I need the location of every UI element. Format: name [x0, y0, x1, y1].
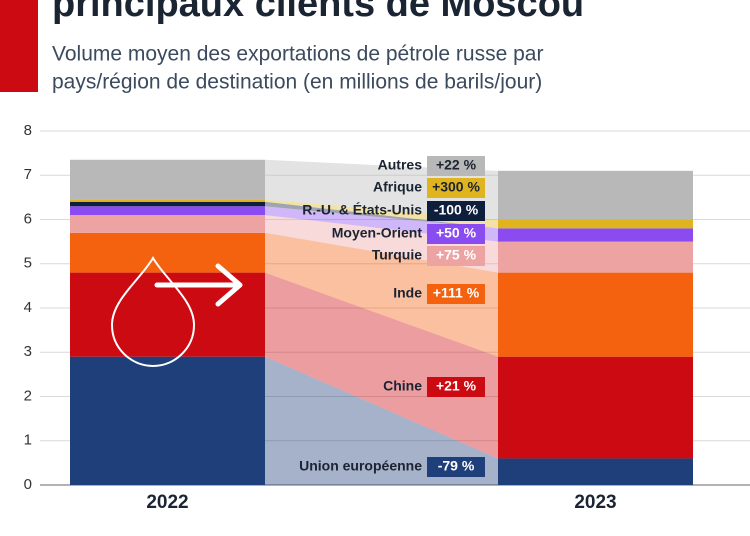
y-tick-label: 2: [24, 387, 32, 404]
flow-band: [265, 201, 498, 229]
bar-segment: [498, 219, 693, 229]
y-tick-label: 1: [24, 432, 32, 449]
bar-segment: [498, 241, 693, 273]
bar-segment: [498, 356, 693, 459]
series-label: Turquie: [372, 247, 423, 263]
change-badge: [427, 201, 485, 221]
change-label: -79 %: [438, 458, 475, 474]
arrow-icon: [154, 263, 243, 307]
bar-segment: [70, 201, 265, 207]
bar-segment: [498, 170, 693, 220]
y-tick-label: 6: [24, 210, 32, 227]
accent-bar: [0, 0, 38, 92]
y-tick-label: 0: [24, 476, 32, 493]
bar-segment: [70, 159, 265, 200]
bar-segment: [498, 228, 693, 242]
change-badge: [427, 457, 485, 477]
drop-icon: [110, 256, 196, 368]
decoration: [110, 256, 243, 368]
change-label: +300 %: [432, 179, 480, 195]
change-label: +50 %: [436, 225, 477, 241]
change-label: -100 %: [434, 202, 479, 218]
change-label: +111 %: [433, 285, 480, 301]
flow-band: [265, 199, 498, 229]
change-badge: [427, 377, 485, 397]
change-label: +21 %: [436, 378, 477, 394]
series-label: Moyen-Orient: [332, 225, 423, 241]
y-tick-label: 8: [24, 122, 32, 139]
y-tick-label: 4: [24, 299, 32, 316]
bar-segment: [70, 199, 265, 202]
flow-band: [265, 356, 498, 485]
change-badge: [427, 284, 485, 304]
y-tick-label: 7: [24, 166, 32, 183]
plot-area: 0 1 2 3 4 5 6 7 8 2022 2023 Union européenne -79 % Ch…: [24, 122, 750, 513]
series-label: Afrique: [373, 179, 422, 195]
bar-segment: [70, 232, 265, 273]
y-tick-label: 5: [24, 255, 32, 272]
chart-subtitle: Volume moyen des exportations de pétrole…: [52, 43, 543, 66]
series-label: R.-U. & États-Unis: [302, 202, 422, 218]
series-label: Union européenne: [299, 458, 422, 474]
y-tick-label: 3: [24, 343, 32, 360]
x-tick-label: 2022: [146, 492, 188, 513]
flow-band: [265, 272, 498, 459]
series-label: Autres: [378, 157, 423, 173]
series-label: Inde: [393, 285, 422, 301]
x-tick-label: 2023: [574, 492, 616, 513]
change-badge: [427, 224, 485, 244]
change-badge: [427, 178, 485, 198]
change-label: +75 %: [436, 247, 477, 263]
bar-segment: [70, 206, 265, 216]
bar-segment: [70, 215, 265, 233]
chart-title: principaux clients de Moscou: [52, 0, 584, 25]
bar-segment: [498, 458, 693, 485]
change-badge: [427, 246, 485, 266]
series-label: Chine: [383, 378, 422, 394]
bar-segment: [70, 356, 265, 485]
bar-segment: [498, 272, 693, 357]
change-label: +22 %: [436, 157, 477, 173]
chart-subtitle: pays/région de destination (en millions …: [52, 71, 542, 94]
change-badge: [427, 156, 485, 176]
